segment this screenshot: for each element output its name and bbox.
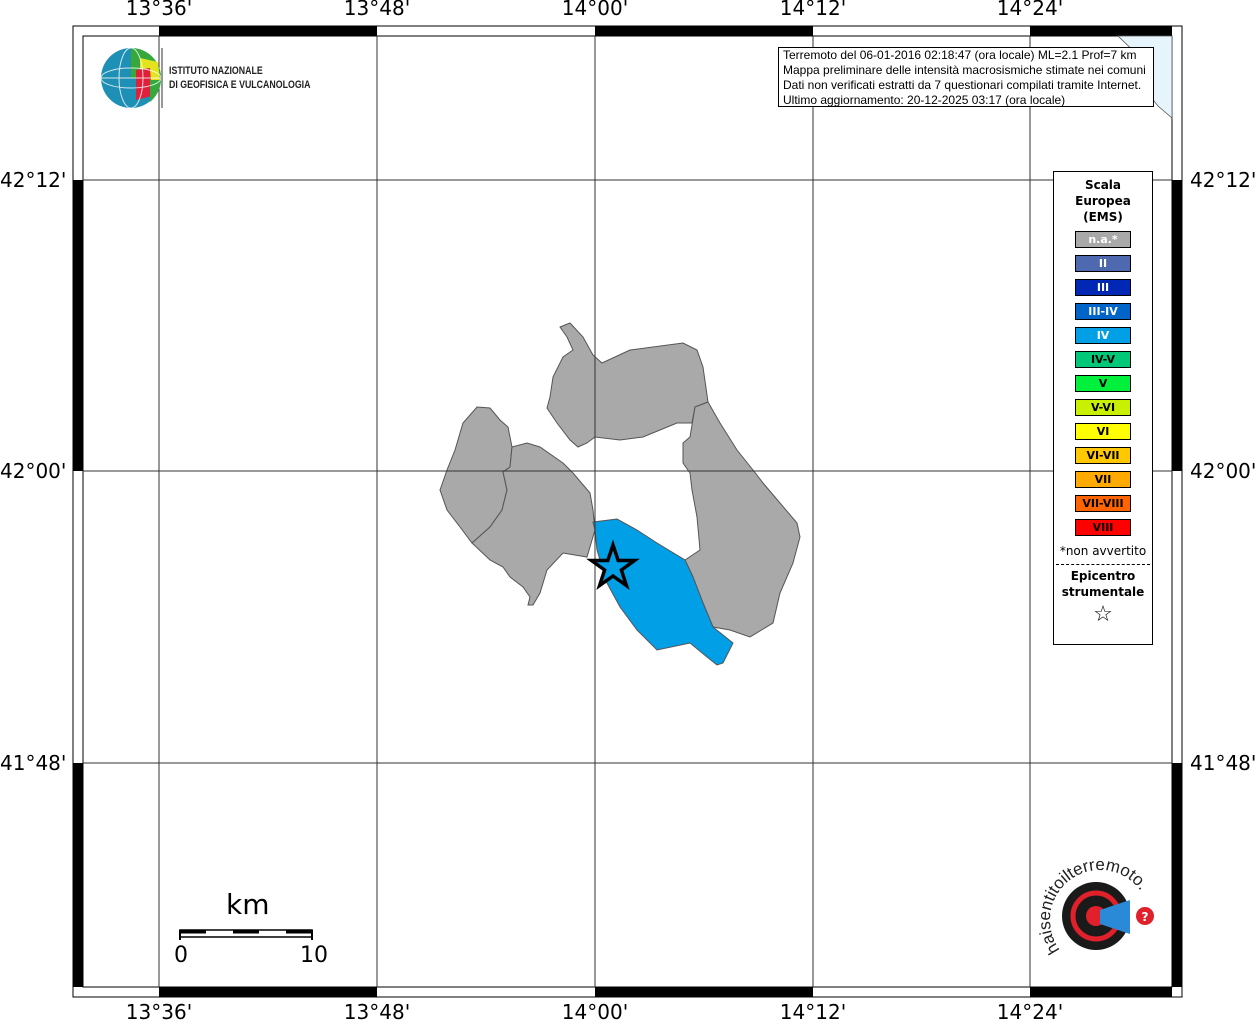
legend-item: VI-VII: [1075, 447, 1131, 464]
lon-label: 13°36': [125, 1000, 193, 1024]
ingv-line: DI GEOFISICA E VULCANOLOGIA: [169, 79, 311, 91]
scale-unit: km: [226, 888, 270, 921]
ingv-logo-globe: [100, 47, 163, 109]
event-info-box: Terremoto del 06-01-2016 02:18:47 (ora l…: [778, 47, 1154, 107]
legend-item: n.a.*: [1075, 231, 1131, 248]
event-info-line: Dati non verificati estratti da 7 questi…: [783, 78, 1142, 92]
scale-min: 0: [174, 943, 188, 968]
legend-item: III: [1075, 279, 1131, 296]
legend-title-line: Scala: [1084, 178, 1122, 192]
epicenter-star-legend-icon: ☆: [1093, 602, 1113, 627]
scale-max: 10: [300, 943, 328, 968]
lon-label: 14°00': [561, 1000, 629, 1024]
ingv-line: ISTITUTO NAZIONALE: [169, 65, 263, 77]
event-info-line: Terremoto del 06-01-2016 02:18:47 (ora l…: [783, 48, 1137, 62]
legend-item: V: [1075, 375, 1131, 392]
legend-item: VIII: [1075, 519, 1131, 536]
lat-label: 41°48': [1190, 751, 1255, 775]
legend-divider: [1056, 564, 1150, 565]
ems-legend: Scala Europea (EMS) n.a.* II III III-IV IV IV…: [1053, 171, 1153, 645]
event-info-line: Mappa preliminare delle intensità macros…: [783, 63, 1146, 77]
legend-title: Scala Europea (EMS): [1054, 177, 1152, 225]
lon-label: 14°12': [779, 1000, 847, 1024]
map-frame-border: [73, 26, 1182, 997]
legend-title-line: Europea: [1075, 194, 1131, 208]
legend-item: V-VI: [1075, 399, 1131, 416]
lon-label: 13°48': [343, 0, 411, 20]
lat-label: 42°00': [1190, 459, 1255, 483]
svg-text:?: ?: [1142, 910, 1149, 924]
lat-label: 41°48': [0, 751, 67, 775]
legend-title-line: (EMS): [1083, 210, 1123, 224]
lat-label: 42°12': [0, 168, 67, 192]
lon-label: 14°12': [779, 0, 847, 20]
ingv-logo-text: ISTITUTO NAZIONALE DI GEOFISICA E VULCAN…: [169, 64, 310, 92]
legend-item: IV-V: [1075, 351, 1131, 368]
legend-item: VII: [1075, 471, 1131, 488]
lat-label: 42°00': [0, 459, 67, 483]
lon-label: 14°00': [561, 0, 629, 20]
epicenter-title-line: strumentale: [1061, 585, 1145, 599]
lon-label: 13°48': [343, 1000, 411, 1024]
municipality-not-felt[interactable]: [546, 322, 709, 448]
legend-item: VI: [1075, 423, 1131, 440]
lon-label: 14°24': [996, 1000, 1064, 1024]
scale-bar: [179, 929, 313, 940]
lon-label: 14°24': [996, 0, 1064, 20]
legend-items: n.a.* II III III-IV IV IV-V V V-VI VI VI-VII VII VI…: [1054, 231, 1152, 536]
legend-note: *non avvertito: [1059, 544, 1147, 558]
epicenter-star-icon[interactable]: [586, 539, 640, 590]
municipality-intensity-IV[interactable]: [592, 518, 734, 666]
epicenter-title-line: Epicentro: [1070, 569, 1136, 583]
lon-label: 13°36': [125, 0, 193, 20]
municipality-not-felt[interactable]: [682, 401, 801, 638]
lat-label: 42°12': [1190, 168, 1255, 192]
legend-item: II: [1075, 255, 1131, 272]
epicenter-legend-title: Epicentro strumentale: [1054, 568, 1152, 600]
legend-item: IV: [1075, 327, 1131, 344]
municipality-not-felt[interactable]: [471, 442, 596, 606]
legend-item: VII-VIII: [1075, 495, 1131, 512]
legend-item: III-IV: [1075, 303, 1131, 320]
event-info-line: Ultimo aggiornamento: 20-12-2025 03:17 (…: [783, 93, 1066, 107]
